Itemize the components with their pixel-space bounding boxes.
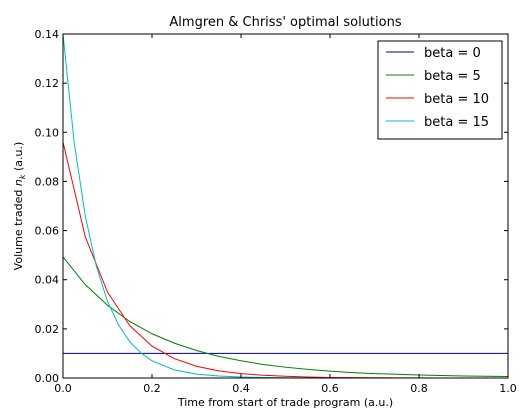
plot-frame [62,33,509,379]
x-tick-label: 0.4 [232,382,250,395]
y-tick-label: 0.06 [35,225,60,238]
legend-label: beta = 0 [424,46,481,61]
y-axis-label-sub: k [18,174,27,179]
y-tick-label: 0.10 [35,126,60,139]
legend: beta = 0 beta = 5 beta = 10 beta = 15 [377,40,503,140]
x-tick-label: 0.2 [143,382,161,395]
series-line-1 [63,256,508,378]
legend-label: beta = 5 [424,69,481,84]
legend-label: beta = 10 [424,92,489,107]
y-tick-label: 0.12 [35,77,60,90]
y-axis: 0.00 0.02 0.04 0.06 0.08 0.10 0.12 0.14 [35,28,508,385]
series-line-2 [63,141,508,378]
y-axis-label-prefix: Volume traded [12,186,25,270]
x-axis: 0.0 0.2 0.4 0.6 0.8 1.0 [54,34,517,395]
legend-box [377,40,503,140]
x-axis-label: Time from start of trade program (a.u.) [177,396,393,409]
x-tick-label: 0.6 [321,382,339,395]
y-axis-label: Volume traded nk (a.u.) [12,142,27,271]
chart-title: Almgren & Chriss' optimal solutions [169,15,401,30]
y-tick-label: 0.04 [35,274,60,287]
y-tick-label: 0.02 [35,323,60,336]
x-tick-label: 0.0 [54,382,72,395]
y-tick-label: 0.08 [35,175,60,188]
x-tick-label: 1.0 [499,382,517,395]
x-tick-label: 0.8 [410,382,428,395]
legend-label: beta = 15 [424,115,489,130]
y-tick-label: 0.00 [35,372,60,385]
y-axis-label-suffix: (a.u.) [12,142,25,175]
y-axis-label-var: n [12,179,25,186]
y-tick-label: 0.14 [35,28,60,41]
